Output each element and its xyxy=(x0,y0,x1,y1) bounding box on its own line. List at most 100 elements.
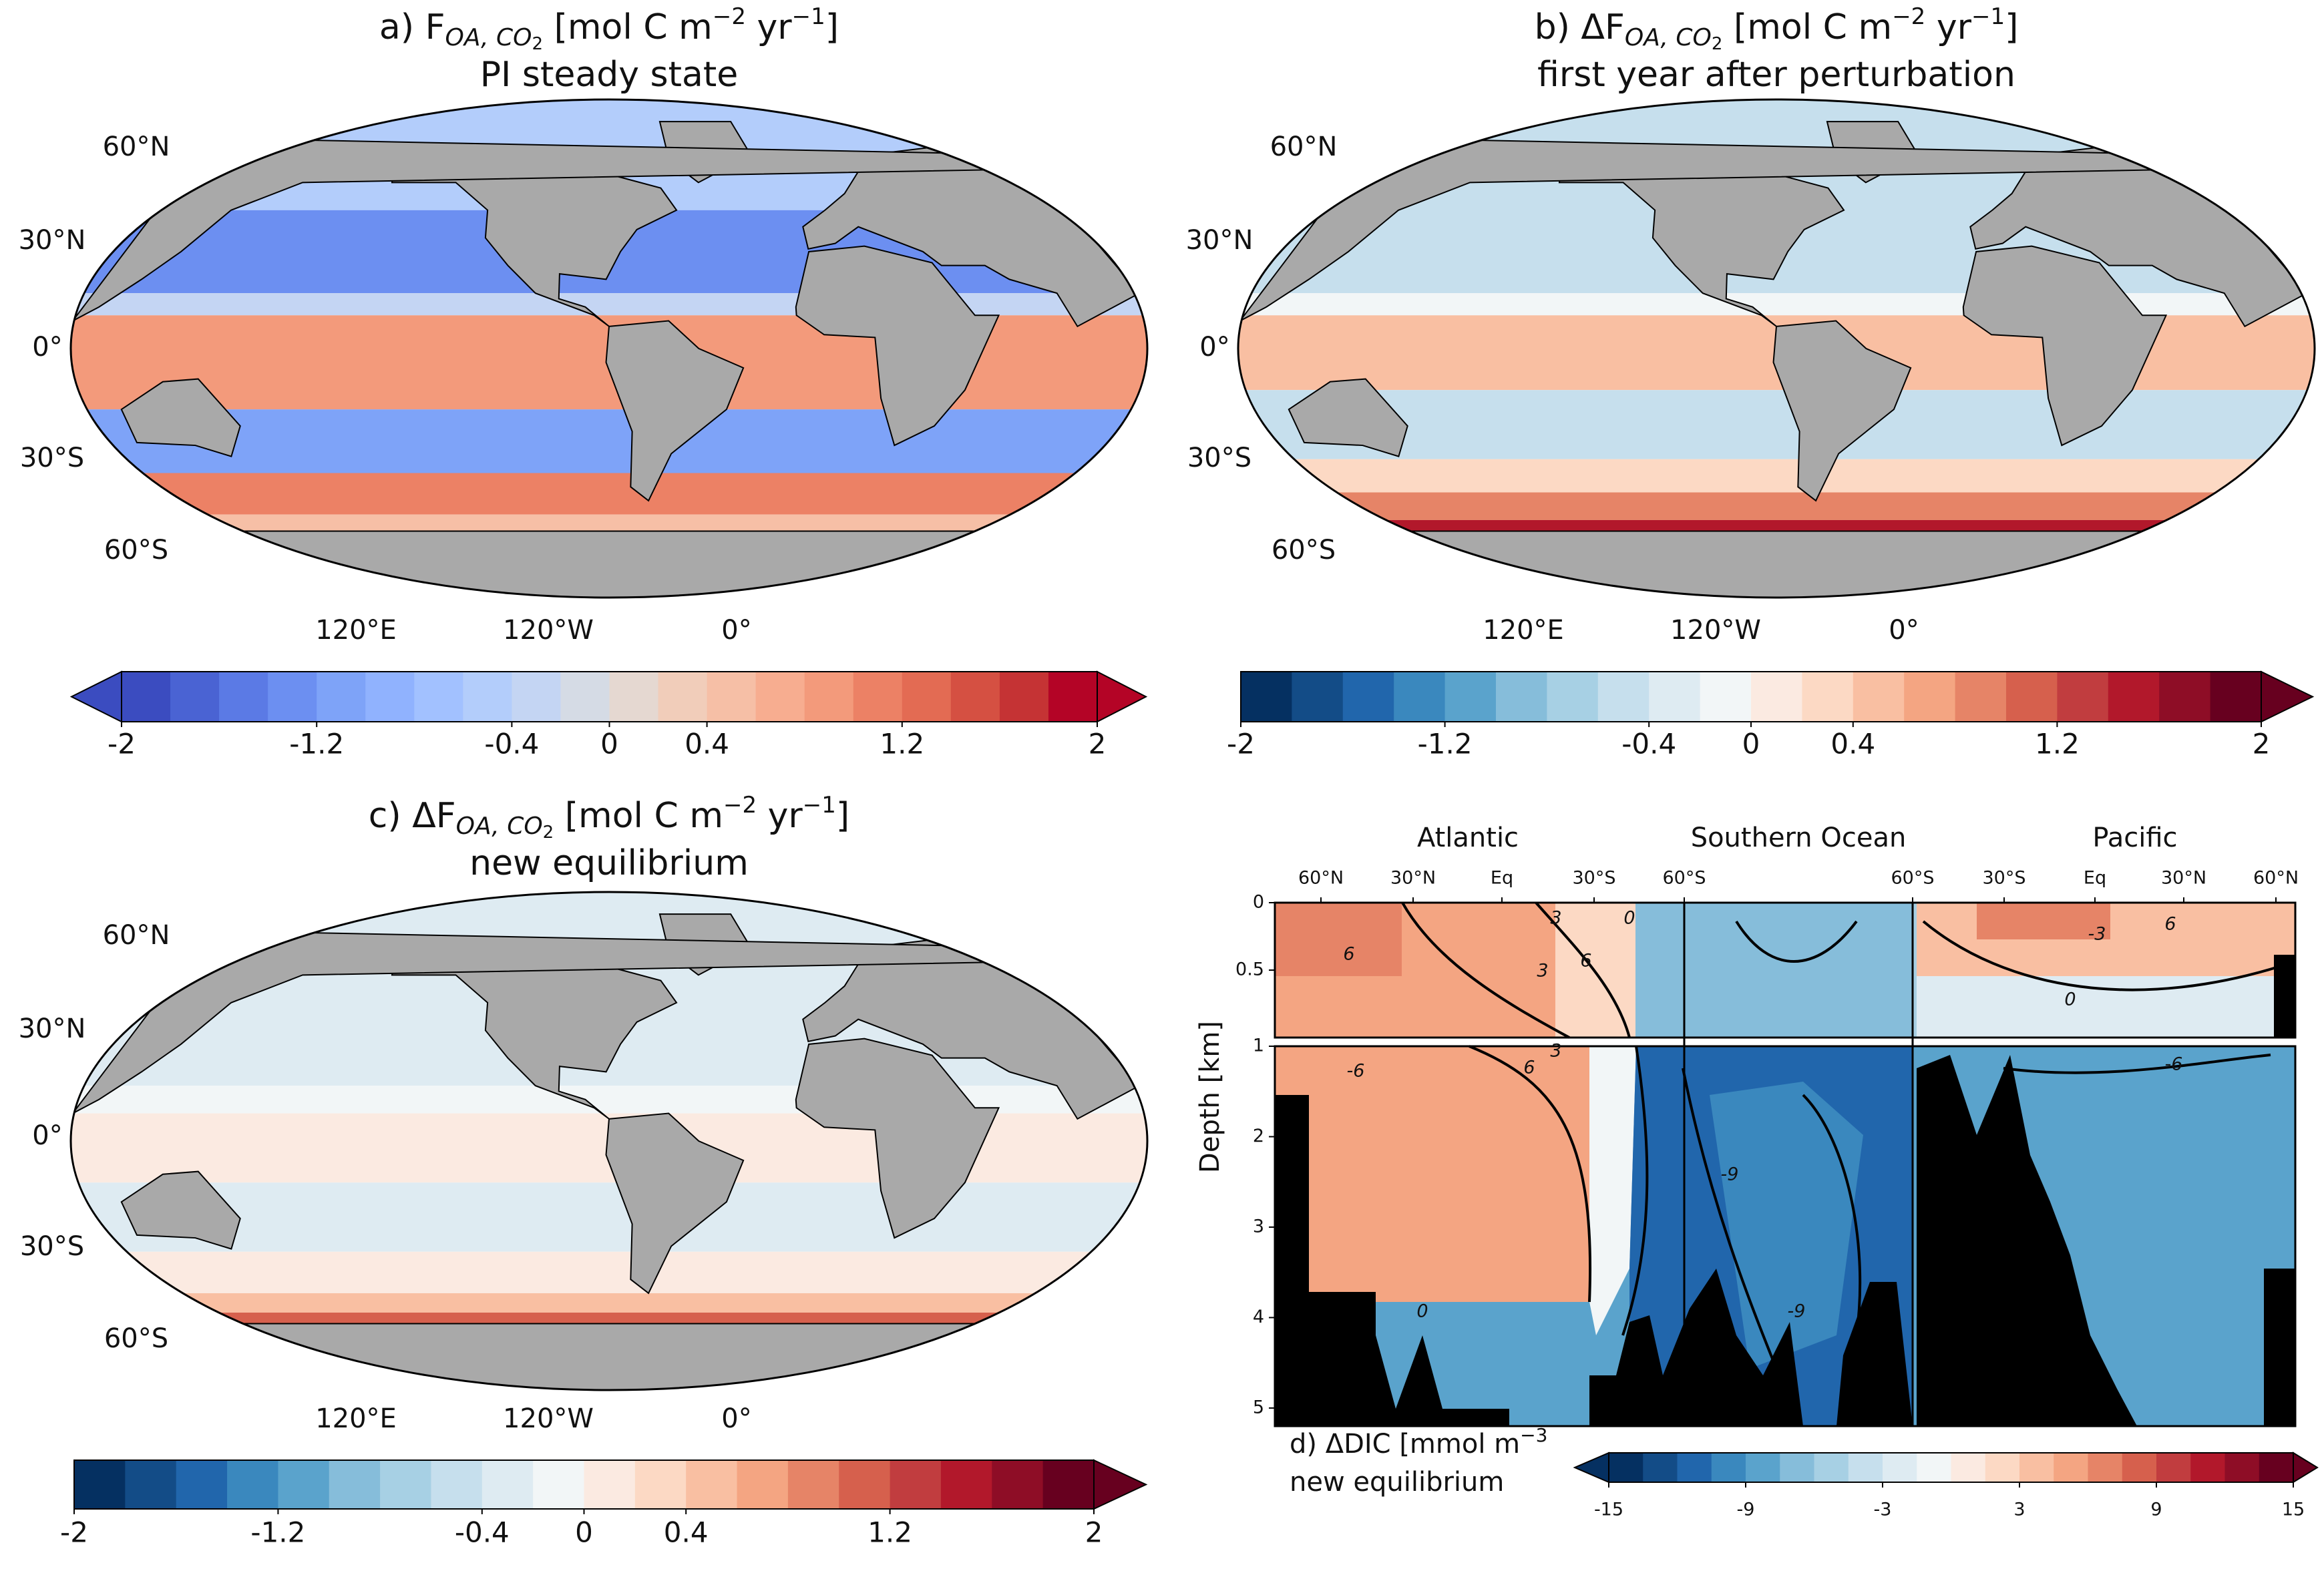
colorbar-bin xyxy=(512,672,561,722)
title-part: c) ΔF xyxy=(369,796,456,836)
map xyxy=(1238,99,2315,598)
colorbar-bin xyxy=(365,672,415,722)
colorbar-bin xyxy=(329,1460,381,1509)
depth-tick-label: 0 xyxy=(1253,892,1264,913)
colorbar-tick-label: 0 xyxy=(575,1516,593,1549)
colorbar-bin xyxy=(2088,1453,2123,1482)
colorbar-bin xyxy=(268,672,317,722)
ocean-band xyxy=(71,293,1147,316)
land xyxy=(605,320,745,502)
title-part: −1 xyxy=(1971,3,2005,30)
contour-label: 0 xyxy=(1623,908,1635,929)
contour-line xyxy=(1469,1045,1592,1303)
panel-subtitle: PI steady state xyxy=(480,55,739,95)
colorbar-bin xyxy=(2159,672,2211,722)
lon-label: 120°W xyxy=(1670,615,1761,646)
land xyxy=(795,1038,1000,1239)
colorbar-bin xyxy=(1547,672,1599,722)
section-patch xyxy=(1917,976,2295,1038)
contour-line xyxy=(1682,1068,1778,1369)
colorbar-tick-label: 2 xyxy=(2253,728,2271,760)
region-label: Southern Ocean xyxy=(1691,823,1907,853)
colorbar-tick-label: -1.2 xyxy=(289,728,344,760)
caption-part: −3 xyxy=(1520,1424,1547,1446)
title-part: 2 xyxy=(1712,34,1723,54)
contour-label: -9 xyxy=(1788,1301,1806,1322)
section-patch xyxy=(1977,903,2110,939)
bathymetry xyxy=(1917,1055,2137,1426)
map xyxy=(71,892,1147,1390)
colorbar-tick-label: 1.2 xyxy=(867,1516,912,1549)
map-outline xyxy=(69,891,1149,1391)
colorbar-bin xyxy=(787,1460,839,1509)
colorbar-bin xyxy=(1677,1453,1712,1482)
colorbar-bin xyxy=(1802,672,1854,722)
colorbar-bin xyxy=(1955,672,2007,722)
lat-label: 30°N xyxy=(19,225,86,256)
colorbar-bin xyxy=(227,1460,278,1509)
contour-label: 6 xyxy=(2164,914,2176,935)
contour-label: -3 xyxy=(2088,924,2106,945)
lat-tick-label: 60°S xyxy=(1891,868,1935,889)
colorbar-bin xyxy=(1394,672,1446,722)
title-part: yr xyxy=(746,7,792,47)
contour-label: 3 xyxy=(1550,908,1561,929)
colorbar-bin xyxy=(1597,672,1650,722)
colorbar-bin xyxy=(2006,672,2058,722)
contour-label: 6 xyxy=(1343,944,1354,965)
colorbar-bin xyxy=(380,1460,431,1509)
colorbar-tick-label: -0.4 xyxy=(484,728,539,760)
colorbar-bin xyxy=(853,672,903,722)
colorbar-bin xyxy=(737,1460,789,1509)
title-part: −2 xyxy=(723,792,757,819)
colorbar-bin xyxy=(1292,672,1344,722)
title-part: 2 xyxy=(543,823,554,843)
colorbar-bin xyxy=(609,672,659,722)
land xyxy=(391,941,678,1120)
contour-label: -6 xyxy=(1347,1061,1365,1082)
depth-tick-label: 0.5 xyxy=(1235,959,1264,980)
colorbar-tick-label: 0.4 xyxy=(664,1516,709,1549)
colorbar-tick-label: -1.2 xyxy=(250,1516,305,1549)
colorbar-frame xyxy=(1608,1452,2294,1483)
lat-label: 30°N xyxy=(1186,225,1253,256)
land xyxy=(802,137,1141,328)
lat-tick-label: 60°N xyxy=(1298,868,1344,889)
land xyxy=(168,530,1050,598)
colorbar-bin xyxy=(902,672,952,722)
region-label: Pacific xyxy=(2092,823,2177,853)
colorbar-bin xyxy=(463,672,512,722)
lat-tick-label: 30°S xyxy=(1983,868,2026,889)
contour-line xyxy=(1802,1094,1862,1336)
colorbar-bin xyxy=(1711,1453,1746,1482)
lon-label: 0° xyxy=(1889,615,1919,646)
lon-label: 120°E xyxy=(1483,615,1564,646)
colorbar-bin xyxy=(992,1460,1044,1509)
land xyxy=(1336,530,2217,598)
colorbar-bin xyxy=(317,672,366,722)
contours xyxy=(1401,901,2296,1369)
contour-label: 3 xyxy=(1550,1041,1561,1062)
panel-subtitle: new equilibrium xyxy=(469,843,749,883)
colorbar-bin xyxy=(431,1460,483,1509)
title-part: −2 xyxy=(713,3,746,30)
contour-label: -6 xyxy=(2165,1054,2183,1075)
colorbar-extension xyxy=(2261,670,2315,723)
lon-label: 120°E xyxy=(315,1403,397,1434)
colorbar-bin xyxy=(999,672,1049,722)
lat-label: 60°S xyxy=(104,1323,168,1354)
depth-tick-label: 1 xyxy=(1253,1036,1264,1056)
colorbar-tick-label: 0.4 xyxy=(685,728,729,760)
map xyxy=(71,99,1147,598)
land xyxy=(1558,148,1845,327)
colorbar-bin xyxy=(1985,1453,2020,1482)
lon-label: 120°W xyxy=(503,615,594,646)
lon-label: 120°W xyxy=(503,1403,594,1434)
colorbar-tick-label: 2 xyxy=(1085,1516,1103,1549)
colorbar-bin xyxy=(219,672,268,722)
lon-label: 0° xyxy=(721,1403,751,1434)
lat-tick-label: 60°S xyxy=(1663,868,1706,889)
contour-label: 0 xyxy=(1416,1301,1428,1322)
colorbar-extension xyxy=(2293,1451,2319,1484)
colorbar-tick-label: 0.4 xyxy=(1830,728,1875,760)
